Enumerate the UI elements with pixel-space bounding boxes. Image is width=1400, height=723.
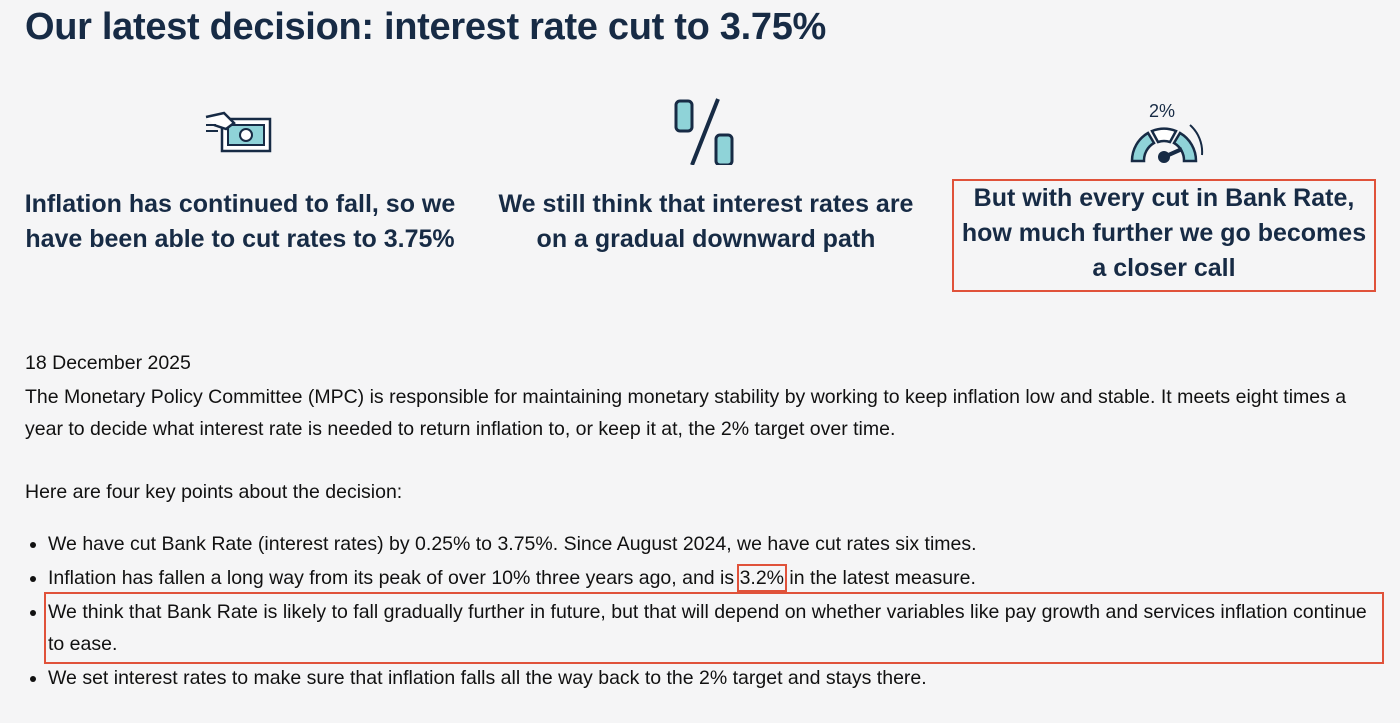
card: 2% But with every cut in Bank Rate, how …	[944, 95, 1384, 292]
card: We still think that interest rates are o…	[486, 95, 926, 257]
bullet: We set interest rates to make sure that …	[48, 662, 1380, 694]
lead: Here are four key points about the decis…	[25, 481, 403, 503]
card-text: But with every cut in Bank Rate, how muc…	[952, 179, 1376, 292]
card-text: We still think that interest rates are o…	[498, 190, 914, 253]
page-title: Our latest decision: interest rate cut t…	[25, 6, 827, 48]
date: 18 December 2025	[25, 352, 191, 374]
icon-label: 2%	[1149, 101, 1175, 121]
text: Inflation has fallen a long way from its…	[48, 567, 740, 589]
key-points: We have cut Bank Rate (interest rates) b…	[25, 528, 1384, 694]
card-text: Inflation has continued to fall, so we h…	[24, 190, 456, 253]
percent-icon	[674, 98, 734, 165]
content: 18 December 2025 The Monetary Policy Com…	[25, 347, 1384, 696]
gauge-icon: 2%	[1130, 101, 1204, 163]
text: in the latest measure.	[784, 567, 976, 589]
bullet: Inflation has fallen a long way from its…	[48, 562, 1380, 594]
card: Inflation has continued to fall, so we h…	[20, 95, 460, 257]
cash-icon	[205, 111, 272, 153]
highlight: 3.2%	[736, 564, 788, 592]
bullet: We think that Bank Rate is likely to fal…	[44, 592, 1384, 664]
intro: The Monetary Policy Committee (MPC) is r…	[25, 386, 1347, 440]
bullet: We have cut Bank Rate (interest rates) b…	[48, 528, 1380, 560]
